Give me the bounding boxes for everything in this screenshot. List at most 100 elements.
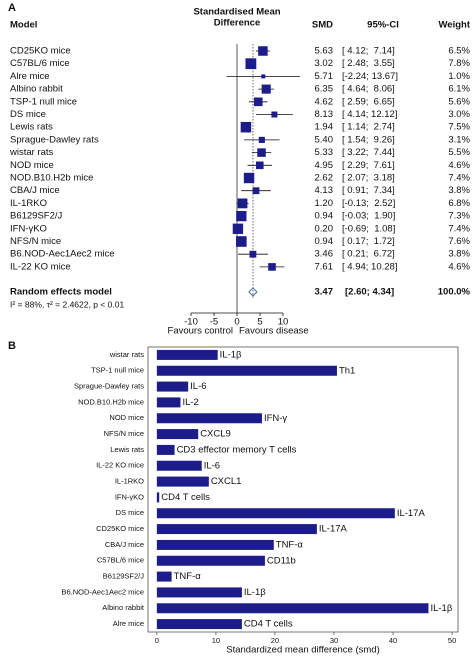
- ci-label: [-0.13; 2.52]: [342, 198, 395, 209]
- smd-value: 4.13: [315, 185, 334, 196]
- weight-label: 7.6%: [448, 236, 470, 247]
- bar-label: CXCL9: [200, 429, 231, 440]
- smd-value: 5.71: [315, 71, 334, 82]
- weight-label: 7.3%: [448, 211, 470, 222]
- x-axis-title: Standardized mean difference (smd): [226, 645, 380, 656]
- smd-value: 0.94: [315, 211, 334, 222]
- weight-label: 3.1%: [448, 134, 470, 145]
- study-label: B6129SF2/J: [10, 211, 63, 222]
- smd-value: 0.94: [315, 236, 334, 247]
- ci-label: [ 3.22; 7.44]: [342, 147, 395, 158]
- axis-title: Standardised Mean: [193, 7, 280, 18]
- bar: [156, 349, 218, 360]
- weight-label: 6.5%: [448, 46, 470, 57]
- ci-label: [-0.03; 1.90]: [342, 211, 395, 222]
- study-label: IL-22 KO mice: [10, 261, 71, 272]
- study-label: Albino rabbit: [10, 84, 63, 95]
- category-label: B6129SF2/J: [103, 572, 145, 581]
- axis-title: Difference: [214, 18, 260, 29]
- weight-label: 7.4%: [448, 173, 470, 184]
- study-label: Lewis rats: [10, 122, 53, 133]
- smd-value: 6.35: [315, 84, 334, 95]
- summary-diamond: [248, 287, 258, 297]
- plot-frame: [147, 346, 459, 633]
- smd-value: 5.33: [315, 147, 334, 158]
- study-label: NOD mice: [10, 160, 54, 171]
- ci-label: [ 0.91; 7.34]: [342, 185, 395, 196]
- ci-label: [ 4.94; 10.28]: [342, 261, 397, 272]
- bar-label: IFN-γ: [264, 413, 287, 424]
- study-box: [240, 121, 252, 133]
- bar: [156, 587, 242, 598]
- weight-label: 4.6%: [448, 160, 470, 171]
- bar: [156, 444, 175, 455]
- summary-ci: [2.60; 4.34]: [345, 287, 394, 298]
- ci-label: [ 4.14; 12.12]: [342, 109, 397, 120]
- bar-label: IL-6: [204, 460, 220, 471]
- study-box: [255, 161, 264, 170]
- study-box: [236, 236, 247, 247]
- bar-label: CD3 effector memory T cells: [177, 444, 297, 455]
- ci-label: [ 2.29; 7.61]: [342, 160, 395, 171]
- study-label: CD25KO mice: [10, 46, 71, 57]
- ci-label: [-0.69; 1.08]: [342, 223, 395, 234]
- summary-label: Random effects model: [10, 287, 112, 298]
- category-label: CBA/J mice: [105, 540, 144, 549]
- ci-label: [ 0.21; 6.72]: [342, 249, 395, 260]
- category-label: wistar rats: [109, 350, 144, 359]
- weight-label: 4.6%: [448, 261, 470, 272]
- study-label: TSP-1 null mice: [10, 96, 77, 107]
- smd-value: 5.40: [315, 134, 334, 145]
- smd-value: 7.61: [315, 261, 334, 272]
- x-tick-label: 10: [278, 317, 289, 328]
- x-tick-label: 40: [389, 636, 397, 645]
- smd-value: 1.94: [315, 122, 334, 133]
- bar-label: CD4 T cells: [161, 492, 210, 503]
- study-box: [253, 97, 263, 107]
- bar-label: CXCL1: [211, 476, 242, 487]
- study-box: [268, 263, 276, 271]
- category-label: IL-22 KO mice: [96, 461, 144, 470]
- category-label: DS mice: [116, 508, 144, 517]
- study-label: Sprague-Dawley rats: [10, 134, 99, 145]
- summary-smd: 3.47: [315, 287, 334, 298]
- x-tick-label: 10: [212, 636, 220, 645]
- bar: [156, 524, 317, 535]
- bar: [156, 619, 242, 630]
- column-header: Weight: [439, 20, 471, 31]
- bar: [156, 539, 274, 550]
- study-label: B6.NOD-Aec1Aec2 mice: [10, 249, 115, 260]
- bar: [156, 413, 262, 424]
- bar-label: CD11b: [267, 555, 296, 566]
- bar: [156, 397, 181, 408]
- x-tick-label: 30: [330, 636, 338, 645]
- category-label: NOD.B10.H2b mice: [78, 397, 144, 406]
- study-box: [252, 187, 260, 195]
- bar-label: IL-1β: [220, 349, 242, 360]
- category-label: Sprague-Dawley rats: [74, 382, 144, 391]
- x-tick-label: -5: [210, 317, 218, 328]
- category-label: B6.NOD-Aec1Aec2 mice: [61, 587, 144, 596]
- x-tick-label: 20: [271, 636, 279, 645]
- ci-label: [ 2.48; 3.55]: [342, 58, 395, 69]
- category-label: Albino rabbit: [102, 603, 145, 612]
- bar: [156, 460, 202, 471]
- bar: [156, 492, 160, 503]
- weight-label: 1.0%: [448, 71, 470, 82]
- heterogeneity: I² = 88%, τ² = 2.4622, p < 0.01: [10, 299, 124, 309]
- ci-label: [ 2.07; 3.18]: [342, 173, 395, 184]
- summary-weight: 100.0%: [438, 287, 471, 298]
- smd-value: 2.62: [315, 173, 334, 184]
- category-label: C57BL/6 mice: [97, 556, 144, 565]
- smd-value: 1.20: [315, 198, 334, 209]
- favours-right: Favours disease: [239, 326, 309, 337]
- study-box: [261, 74, 266, 79]
- category-label: NOD mice: [109, 413, 144, 422]
- bar-label: IL-2: [182, 397, 198, 408]
- study-label: CBA/J mice: [10, 185, 60, 196]
- study-box: [232, 223, 244, 234]
- ci-label: [ 4.64; 8.06]: [342, 84, 395, 95]
- study-label: IFN-γKO: [10, 223, 47, 234]
- study-label: wistar rats: [9, 147, 54, 158]
